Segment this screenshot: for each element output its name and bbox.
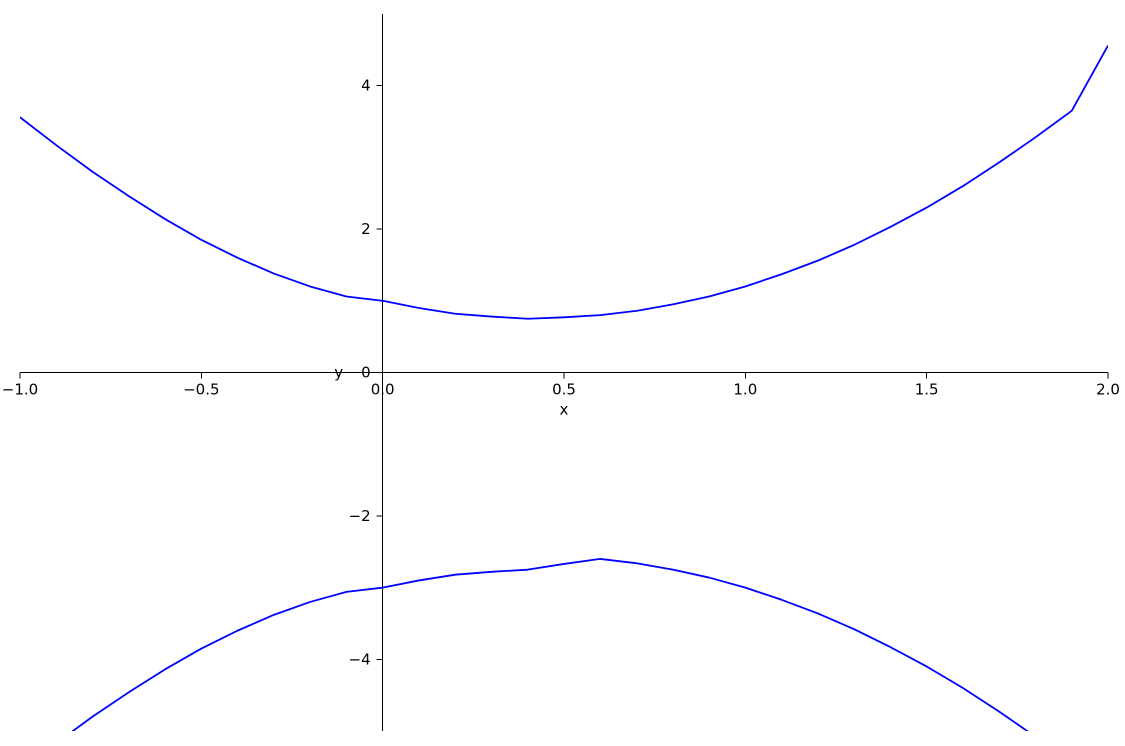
x-tick-label: −0.5: [183, 381, 219, 399]
x-axis-label: x: [560, 401, 569, 419]
y-tick-label: 2: [361, 220, 371, 238]
y-axis-label: y: [334, 364, 343, 382]
y-tick-label: −2: [349, 507, 371, 525]
x-tick-label: 0.0: [371, 381, 395, 399]
y-tick-label: 4: [361, 77, 371, 95]
line-chart: −1.0 −0.5 0.0 0.5 1.0 1.5 2.0 x −4 −2 0 2 4 y: [0, 0, 1125, 746]
x-tick-label: −1.0: [2, 381, 38, 399]
y-tick-label: 0: [361, 364, 371, 382]
x-tick-label: 0.5: [552, 381, 576, 399]
chart-container: −1.0 −0.5 0.0 0.5 1.0 1.5 2.0 x −4 −2 0 2 4 y: [0, 0, 1125, 746]
y-tick-label: −4: [349, 650, 371, 668]
x-tick-label: 1.5: [915, 381, 939, 399]
x-tick-label: 1.0: [733, 381, 757, 399]
x-tick-label: 2.0: [1096, 381, 1120, 399]
